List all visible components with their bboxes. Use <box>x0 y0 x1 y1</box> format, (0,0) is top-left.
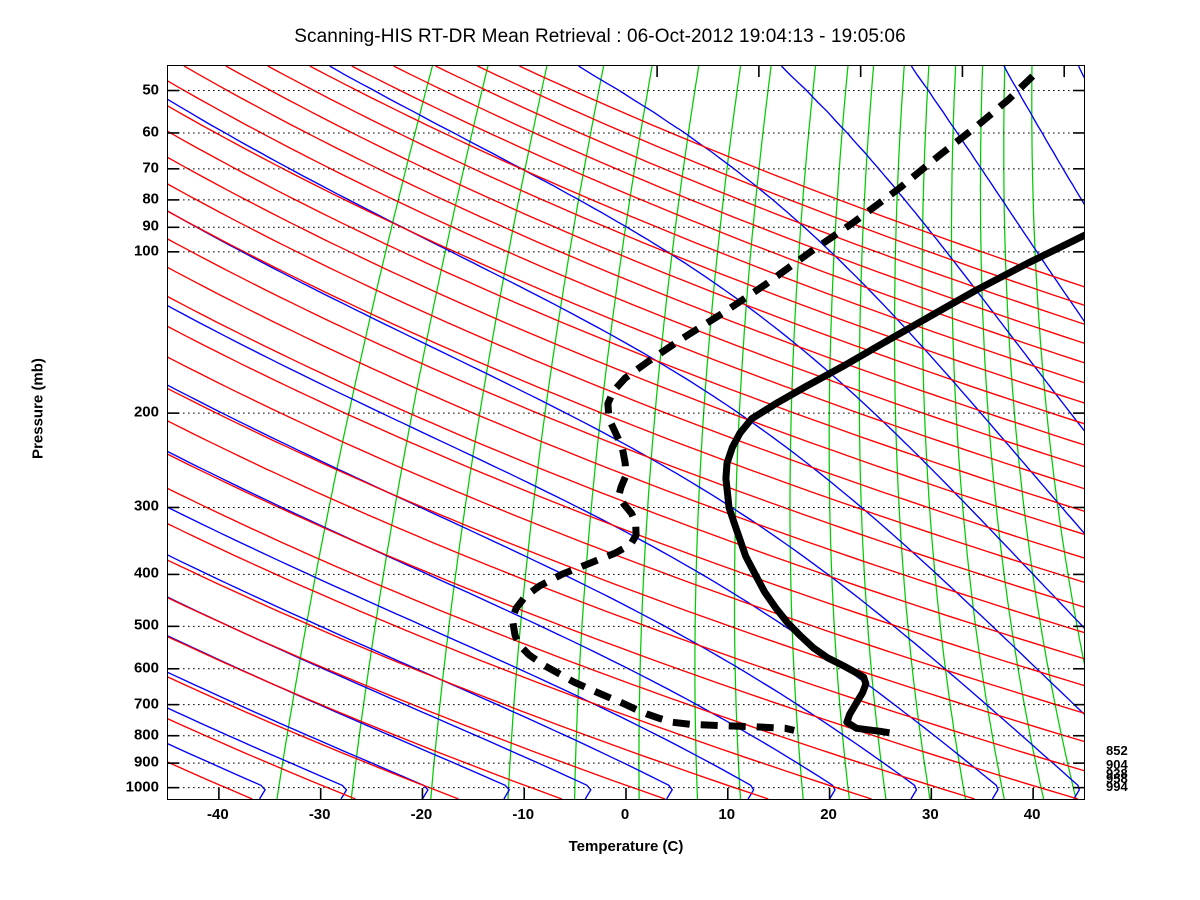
x-tick-label--30: -30 <box>308 806 331 823</box>
side-annotation-958: 958 <box>1106 770 1128 786</box>
chart-canvas <box>168 66 1084 799</box>
y-tick-label-700: 700 <box>133 695 159 713</box>
y-tick-label-200: 200 <box>133 403 159 421</box>
y-tick-label-100: 100 <box>133 242 159 260</box>
y-tick-label-800: 800 <box>133 726 159 744</box>
x-tick-label--10: -10 <box>512 806 535 823</box>
y-axis-title: Pressure (mb) <box>29 358 47 459</box>
y-tick-label-80: 80 <box>142 190 159 208</box>
series-temperature-curve <box>722 231 1084 737</box>
x-axis-title: Temperature (C) <box>568 838 684 855</box>
y-tick-label-90: 90 <box>142 217 159 235</box>
mixing-ratio-lines <box>276 66 1084 799</box>
x-tick-label-40: 40 <box>1023 806 1041 823</box>
y-tick-label-600: 600 <box>133 659 159 677</box>
x-tick-label-30: 30 <box>921 806 939 823</box>
y-tick-label-70: 70 <box>142 159 159 177</box>
y-axis-tick-labels: 50 60 70 80 90 100 200 300 400 500 600 700 800 900 100… <box>95 65 159 800</box>
side-annotation-904: 904 <box>1106 757 1128 773</box>
plot-area <box>167 65 1085 800</box>
y-tick-label-900: 900 <box>133 753 159 771</box>
y-tick-label-400: 400 <box>133 564 159 582</box>
x-tick-label--40: -40 <box>207 806 229 823</box>
y-tick-label-1000: 1000 <box>125 778 159 796</box>
x-tick-label-0: 0 <box>620 806 630 823</box>
side-annotation-852: 852 <box>1106 743 1128 759</box>
x-tick-label--20: -20 <box>410 806 433 823</box>
chart-title: Scanning-HIS RT-DR Mean Retrieval : 06-O… <box>294 26 906 47</box>
data-series-curves <box>508 73 1084 737</box>
y-tick-label-500: 500 <box>133 616 159 634</box>
x-tick-label-20: 20 <box>820 806 837 823</box>
y-tick-label-60: 60 <box>142 123 159 141</box>
side-pressure-annotations: 852 904 994 938 958 <box>1106 736 1196 796</box>
series-dewpoint-curve <box>508 73 1036 734</box>
side-annotation-994: 994 <box>1106 779 1128 795</box>
dry-adiabat-lines <box>168 66 1084 799</box>
x-axis-tick-labels: -40 -30 -20 -10 0 10 20 30 40 <box>167 806 1085 836</box>
pressure-gridlines <box>168 90 1084 789</box>
moist-adiabat-lines <box>168 66 1084 799</box>
side-annotation-938: 938 <box>1106 765 1128 781</box>
y-tick-label-300: 300 <box>133 497 159 515</box>
y-tick-label-50: 50 <box>142 81 159 99</box>
axis-tick-marks <box>168 66 1084 799</box>
x-tick-label-10: 10 <box>718 806 736 823</box>
